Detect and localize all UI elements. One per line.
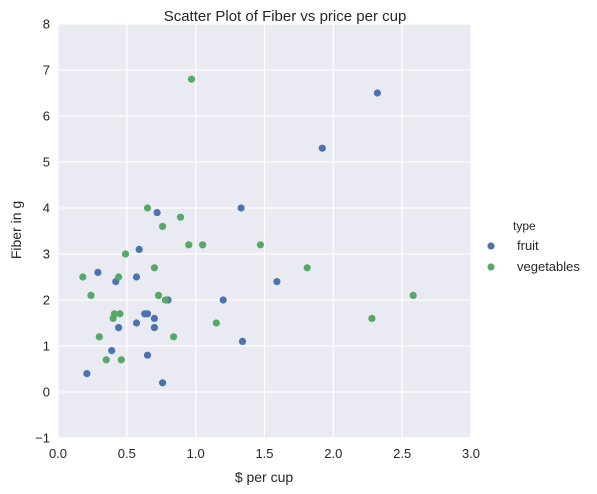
data-point-vegetables — [102, 356, 110, 364]
data-point-vegetables — [176, 213, 185, 221]
y-tick-label: 7 — [43, 63, 50, 78]
data-point-fruit — [238, 337, 247, 345]
y-tick-label: −1 — [35, 431, 50, 446]
x-tick-label: 3.0 — [462, 446, 480, 461]
data-point-fruit — [108, 347, 116, 355]
y-tick-label: 1 — [43, 339, 50, 354]
data-point-fruit — [143, 351, 152, 359]
data-point-vegetables — [199, 241, 207, 249]
data-point-vegetables — [409, 291, 417, 299]
data-point-vegetables — [121, 250, 130, 258]
legend-marker-vegetables — [487, 263, 495, 271]
data-point-fruit — [94, 268, 102, 276]
data-point-fruit — [135, 245, 143, 253]
y-tick-label: 3 — [43, 247, 50, 262]
y-tick-label: 5 — [43, 155, 50, 170]
legend-title: type — [513, 219, 536, 233]
data-point-vegetables — [87, 291, 95, 299]
legend-label-fruit: fruit — [517, 238, 539, 253]
data-point-vegetables — [170, 333, 178, 341]
data-point-fruit — [132, 273, 141, 281]
legend-marker-fruit — [487, 242, 495, 250]
data-point-vegetables — [185, 241, 193, 249]
data-point-vegetables — [95, 333, 103, 341]
y-tick-label: 0 — [43, 385, 50, 400]
data-point-vegetables — [256, 241, 264, 249]
data-point-fruit — [150, 314, 158, 322]
y-tick-label: 2 — [43, 293, 50, 308]
data-point-vegetables — [115, 273, 123, 281]
data-point-vegetables — [110, 310, 118, 318]
data-point-vegetables — [150, 264, 158, 272]
data-point-vegetables — [187, 75, 196, 83]
legend-label-vegetables: vegetables — [517, 259, 580, 274]
x-tick-label: 1.5 — [255, 446, 273, 461]
x-tick-label: 0.0 — [49, 446, 67, 461]
data-point-fruit — [159, 379, 167, 387]
tick-labels: 0.0 0.5 1.0 1.5 2.0 2.5 3.0 −1 0 1 2 3 4 5 6 7 8 — [35, 17, 480, 462]
y-tick-label: 8 — [43, 17, 50, 32]
data-point-vegetables — [154, 291, 163, 299]
data-point-vegetables — [117, 356, 125, 364]
data-point-fruit — [150, 324, 158, 332]
data-point-vegetables — [303, 264, 311, 272]
x-tick-label: 2.5 — [393, 446, 411, 461]
x-axis-label: $ per cup — [235, 469, 294, 485]
data-point-fruit — [153, 209, 161, 217]
data-point-fruit — [219, 296, 227, 304]
data-point-vegetables — [116, 310, 124, 318]
y-axis-label: Fiber in g — [8, 201, 24, 259]
x-tick-label: 0.5 — [118, 446, 136, 461]
data-point-fruit — [273, 278, 281, 286]
x-tick-label: 2.0 — [324, 446, 342, 461]
data-point-fruit — [318, 144, 326, 152]
y-tick-label: 4 — [43, 201, 50, 216]
data-point-vegetables — [368, 314, 376, 322]
data-point-fruit — [143, 310, 152, 318]
data-point-fruit — [237, 204, 245, 212]
data-point-vegetables — [79, 273, 87, 281]
y-tick-label: 6 — [43, 109, 50, 124]
data-point-fruit — [132, 319, 141, 327]
data-point-vegetables — [212, 319, 220, 327]
data-point-fruit — [373, 89, 381, 97]
data-point-fruit — [115, 324, 123, 332]
data-point-vegetables — [159, 222, 167, 230]
gridlines — [57, 23, 472, 439]
x-tick-label: 1.0 — [187, 446, 205, 461]
data-point-fruit — [83, 370, 91, 378]
legend: type fruit vegetables — [487, 219, 580, 274]
data-point-vegetables — [161, 296, 169, 304]
data-points — [79, 75, 417, 387]
data-point-vegetables — [143, 204, 152, 212]
chart-title: Scatter Plot of Fiber vs price per cup — [164, 8, 407, 25]
